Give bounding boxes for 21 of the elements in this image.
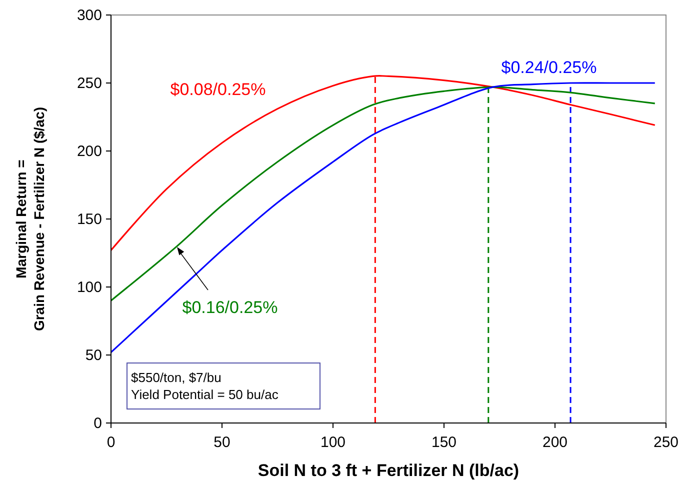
y-tick-label: 50 [85,347,102,364]
x-axis-title: Soil N to 3 ft + Fertilizer N (lb/ac) [258,461,520,480]
series-label: $0.08/0.25% [170,80,266,99]
x-tick-label: 100 [320,434,346,451]
y-tick-label: 250 [76,75,102,92]
annotation: Yield Potential = 50 bu/ac [131,387,279,402]
x-tick-label: 50 [214,434,230,451]
y-tick-label: 200 [76,143,102,160]
series-label: $0.24/0.25% [501,58,597,77]
y-tick-label: 100 [76,279,102,296]
x-tick-label: 250 [653,434,679,451]
y-tick-label: 300 [76,7,102,24]
text: $0.16/0.25% [182,298,278,317]
annotation: $550/ton, $7/bu [131,370,222,385]
x-tick-label: 200 [542,434,568,451]
line-series [110,82,656,354]
y-tick-label: 150 [76,211,102,228]
x-tick-label: 0 [106,434,116,451]
y-axis-title: Marginal Return = Grain Revenue - Fertilizer N ($/ac) [13,106,47,332]
y-tick-label: 0 [94,415,102,432]
x-tick-label: 150 [431,434,457,451]
